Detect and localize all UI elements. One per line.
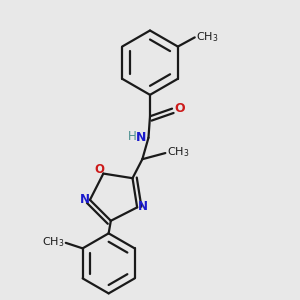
Text: H: H: [128, 130, 137, 143]
Text: CH$_3$: CH$_3$: [196, 30, 218, 44]
Text: O: O: [95, 163, 105, 176]
Text: N: N: [80, 193, 89, 206]
Text: CH$_3$: CH$_3$: [167, 146, 189, 159]
Text: O: O: [175, 102, 185, 115]
Text: CH$_3$: CH$_3$: [42, 235, 64, 249]
Text: N: N: [138, 200, 148, 213]
Text: N: N: [136, 130, 147, 144]
